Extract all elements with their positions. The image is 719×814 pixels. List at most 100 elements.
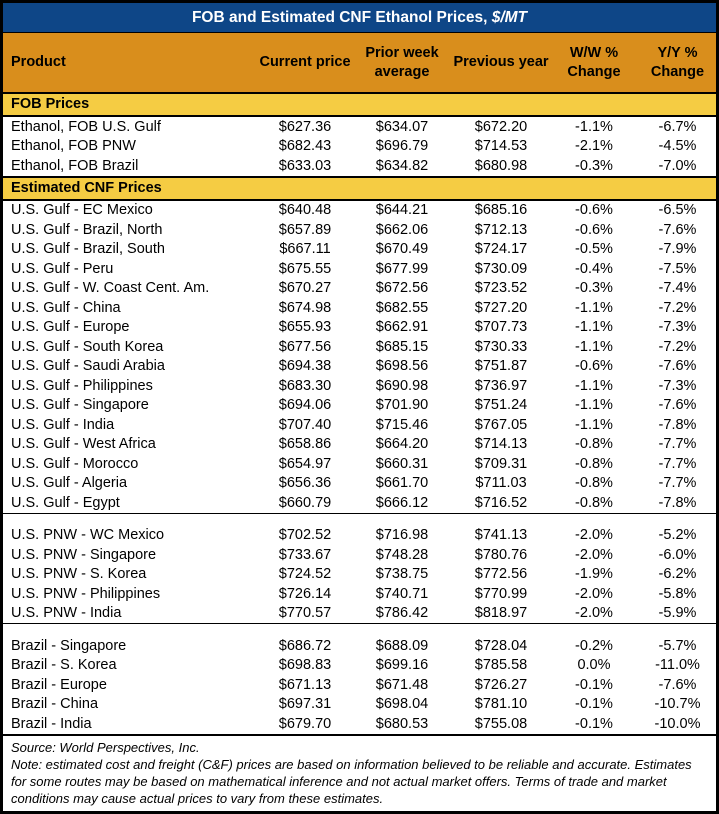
previous-year-cell: $680.98: [474, 157, 528, 174]
yy-change-cell: -5.7%: [658, 637, 697, 654]
ww-change-cell: -1.1%: [575, 118, 613, 135]
ww-change-cell: -2.1%: [575, 138, 613, 155]
prior-week-cell: $671.48: [375, 676, 429, 693]
ww-change-cell: -0.1%: [575, 696, 613, 713]
previous-year-cell: $714.13: [474, 436, 528, 453]
prior-week-cell: $680.53: [375, 715, 429, 732]
yy-change-cell: -5.2%: [658, 527, 697, 544]
ww-change-cell: -1.1%: [575, 377, 613, 394]
yy-change-cell: -5.9%: [658, 605, 697, 622]
table-row: U.S. Gulf - West Africa $658.86 $664.20 $71…: [3, 434, 716, 454]
previous-year-cell: $707.73: [474, 319, 528, 336]
table-row: U.S. Gulf - South Korea $677.56 $685.15 $73…: [3, 337, 716, 357]
product-cell: U.S. Gulf - EC Mexico: [11, 202, 153, 219]
ww-change-cell: -1.1%: [575, 397, 613, 414]
yy-change-cell: -10.0%: [654, 715, 701, 732]
table-row: Brazil - Singapore $686.72 $688.09 $728.04 -…: [3, 636, 716, 656]
previous-year-cell: $728.04: [474, 637, 528, 654]
yy-change-cell: -7.7%: [658, 455, 697, 472]
prior-week-cell: $715.46: [375, 416, 429, 433]
yy-change-cell: -7.6%: [658, 358, 697, 375]
yy-change-cell: -6.2%: [658, 566, 697, 583]
table-row: Brazil - Europe $671.13 $671.48 $726.27 -0.1…: [3, 675, 716, 695]
ww-change-cell: -1.1%: [575, 338, 613, 355]
ww-change-cell: -0.6%: [575, 221, 613, 238]
previous-year-cell: $726.27: [474, 676, 528, 693]
table-body: FOB Prices Ethanol, FOB U.S. Gulf $627.36 $…: [3, 92, 716, 734]
table-row: Brazil - China $697.31 $698.04 $781.10 -0.1%…: [3, 694, 716, 714]
ww-change-cell: -0.6%: [575, 358, 613, 375]
previous-year-cell: $785.58: [474, 657, 528, 674]
previous-year-cell: $751.87: [474, 358, 528, 375]
previous-year-cell: $672.20: [474, 118, 528, 135]
prior-week-cell: $677.99: [375, 260, 429, 277]
prior-week-cell: $698.04: [375, 696, 429, 713]
product-cell: U.S. Gulf - West Africa: [11, 436, 156, 453]
current-price-cell: $694.38: [278, 358, 332, 375]
section-header-estimated-cnf-prices: Estimated CNF Prices: [3, 175, 716, 201]
ww-change-cell: 0.0%: [577, 657, 611, 674]
previous-year-cell: $711.03: [475, 475, 527, 492]
product-cell: U.S. PNW - Singapore: [11, 546, 157, 563]
table-row: Ethanol, FOB U.S. Gulf $627.36 $634.07 $672…: [3, 117, 716, 137]
yy-change-cell: -7.2%: [658, 299, 697, 316]
current-price-cell: $694.06: [278, 397, 332, 414]
yy-change-cell: -7.3%: [658, 377, 697, 394]
product-cell: U.S. Gulf - Europe: [11, 319, 130, 336]
table-row: Ethanol, FOB Brazil $633.03 $634.82 $680.98…: [3, 156, 716, 176]
prior-week-cell: $716.98: [375, 527, 429, 544]
product-cell: U.S. Gulf - Saudi Arabia: [11, 358, 165, 375]
current-price-cell: $677.56: [278, 338, 332, 355]
current-price-cell: $724.52: [278, 566, 332, 583]
product-cell: U.S. Gulf - W. Coast Cent. Am.: [11, 280, 210, 297]
table-row: U.S. Gulf - Europe $655.93 $662.91 $707.73 -…: [3, 317, 716, 337]
yy-change-cell: -7.6%: [658, 221, 697, 238]
prior-week-cell: $701.90: [375, 397, 429, 414]
current-price-cell: $656.36: [278, 475, 332, 492]
table-row: U.S. Gulf - EC Mexico $640.48 $644.21 $685.…: [3, 200, 716, 220]
current-price-cell: $671.13: [278, 676, 332, 693]
table-row: U.S. PNW - S. Korea $724.52 $738.75 $772.56…: [3, 564, 716, 584]
prior-week-cell: $748.28: [375, 546, 429, 563]
product-cell: U.S. Gulf - Brazil, South: [11, 241, 165, 258]
table-row: U.S. Gulf - Brazil, South $667.11 $670.49 $…: [3, 239, 716, 259]
yy-change-cell: -10.7%: [654, 696, 701, 713]
ww-change-cell: -0.1%: [575, 715, 613, 732]
current-price-cell: $697.31: [278, 696, 332, 713]
ww-change-cell: -1.1%: [575, 319, 613, 336]
column-header-yy-change: Y/Y % Change: [650, 45, 705, 80]
product-cell: U.S. Gulf - China: [11, 299, 121, 316]
ww-change-cell: -0.1%: [575, 676, 613, 693]
table-row: U.S. Gulf - Peru $675.55 $677.99 $730.09 -0.…: [3, 259, 716, 279]
current-price-cell: $655.93: [278, 319, 332, 336]
previous-year-cell: $767.05: [474, 416, 528, 433]
yy-change-cell: -7.8%: [658, 494, 697, 511]
table-row: Brazil - S. Korea $698.83 $699.16 $785.58 0.…: [3, 655, 716, 675]
table-row: U.S. Gulf - Philippines $683.30 $690.98 $73…: [3, 376, 716, 396]
previous-year-cell: $780.76: [474, 546, 528, 563]
ww-change-cell: -2.0%: [575, 605, 613, 622]
current-price-cell: $679.70: [278, 715, 332, 732]
current-price-cell: $707.40: [278, 416, 332, 433]
previous-year-cell: $751.24: [474, 397, 528, 414]
previous-year-cell: $741.13: [474, 527, 528, 544]
previous-year-cell: $770.99: [474, 585, 528, 602]
source-note: Source: World Perspectives, Inc.: [11, 739, 200, 755]
current-price-cell: $686.72: [278, 637, 332, 654]
ww-change-cell: -0.8%: [575, 494, 613, 511]
product-cell: U.S. Gulf - South Korea: [11, 338, 164, 355]
prior-week-cell: $664.20: [375, 436, 429, 453]
current-price-cell: $683.30: [278, 377, 332, 394]
product-cell: U.S. Gulf - Peru: [11, 260, 114, 277]
current-price-cell: $702.52: [278, 527, 332, 544]
table-row: U.S. PNW - Singapore $733.67 $748.28 $780.7…: [3, 545, 716, 565]
ww-change-cell: -2.0%: [575, 585, 613, 602]
product-cell: U.S. PNW - S. Korea: [11, 566, 147, 583]
current-price-cell: $660.79: [278, 494, 332, 511]
yy-change-cell: -7.7%: [658, 436, 697, 453]
previous-year-cell: $723.52: [474, 280, 528, 297]
previous-year-cell: $818.97: [474, 605, 528, 622]
prior-week-cell: $672.56: [375, 280, 429, 297]
previous-year-cell: $755.08: [474, 715, 528, 732]
